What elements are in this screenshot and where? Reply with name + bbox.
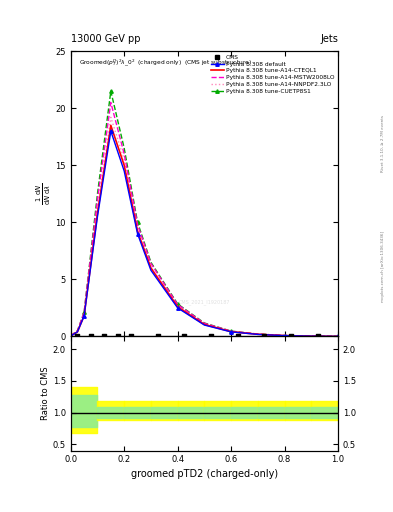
Text: 13000 GeV pp: 13000 GeV pp: [71, 33, 140, 44]
Text: Jets: Jets: [320, 33, 338, 44]
Text: Rivet 3.1.10, ≥ 2.7M events: Rivet 3.1.10, ≥ 2.7M events: [381, 115, 385, 172]
Legend: CMS, Pythia 8.308 default, Pythia 8.308 tune-A14-CTEQL1, Pythia 8.308 tune-A14-M: CMS, Pythia 8.308 default, Pythia 8.308 …: [208, 52, 337, 96]
Text: mcplots.cern.ch [arXiv:1306.3436]: mcplots.cern.ch [arXiv:1306.3436]: [381, 231, 385, 302]
Point: [208, 332, 214, 340]
Point: [288, 332, 294, 340]
Point: [154, 332, 161, 340]
Point: [261, 332, 268, 340]
Point: [315, 332, 321, 340]
Point: [101, 332, 107, 340]
Point: [181, 332, 187, 340]
Text: CMS_2021_I1920187: CMS_2021_I1920187: [178, 300, 230, 305]
Point: [74, 332, 81, 340]
Y-axis label: Ratio to CMS: Ratio to CMS: [41, 367, 50, 420]
Point: [114, 332, 121, 340]
X-axis label: groomed pTD2 (charged-only): groomed pTD2 (charged-only): [131, 468, 278, 479]
Point: [88, 332, 94, 340]
Y-axis label: $\frac{1}{\mathrm{d}N}\frac{\mathrm{d}N}{\mathrm{d}\lambda}$: $\frac{1}{\mathrm{d}N}\frac{\mathrm{d}N}…: [34, 183, 53, 205]
Point: [128, 332, 134, 340]
Point: [235, 332, 241, 340]
Text: Groomed$(p_T^D)^2\lambda\_0^2$  (charged only)  (CMS jet substructure): Groomed$(p_T^D)^2\lambda\_0^2$ (charged …: [79, 57, 252, 68]
